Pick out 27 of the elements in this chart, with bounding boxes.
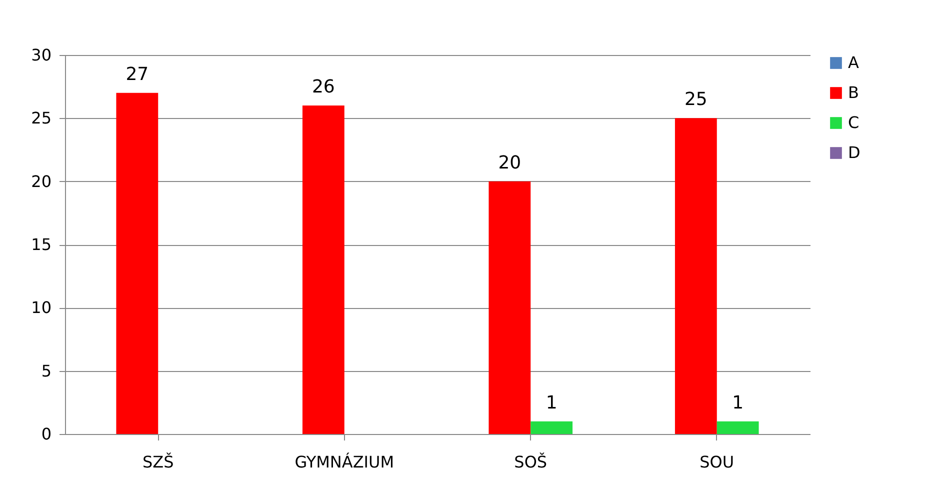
- legend-label: D: [848, 143, 860, 162]
- bar: [116, 92, 158, 434]
- x-tick-label: SOŠ: [514, 452, 548, 472]
- y-tick-label: 30: [31, 46, 52, 64]
- data-label: 1: [732, 392, 744, 414]
- data-label: 26: [312, 76, 335, 98]
- data-label: 1: [546, 392, 558, 414]
- bar: [302, 106, 344, 434]
- bar: [716, 421, 759, 434]
- bar: [674, 118, 717, 434]
- legend-label: C: [848, 113, 860, 132]
- bar: [488, 181, 531, 434]
- legend-label: A: [848, 53, 859, 72]
- bar: [530, 421, 573, 434]
- x-tick-label: SZŠ: [142, 452, 174, 472]
- y-tick-label: 20: [31, 172, 52, 191]
- x-tick-label: SOU: [700, 452, 734, 472]
- legend-label: B: [848, 83, 859, 102]
- data-label: 27: [126, 64, 149, 85]
- y-tick-label: 15: [31, 235, 52, 254]
- y-tick-label: 5: [41, 361, 52, 380]
- data-label: 20: [498, 152, 522, 174]
- y-tick-label: 10: [31, 298, 52, 318]
- x-tick-label: GYMNÁZIUM: [294, 452, 394, 472]
- y-tick-label: 25: [31, 108, 52, 128]
- y-tick-label: 0: [41, 424, 52, 444]
- data-label: 25: [684, 89, 708, 110]
